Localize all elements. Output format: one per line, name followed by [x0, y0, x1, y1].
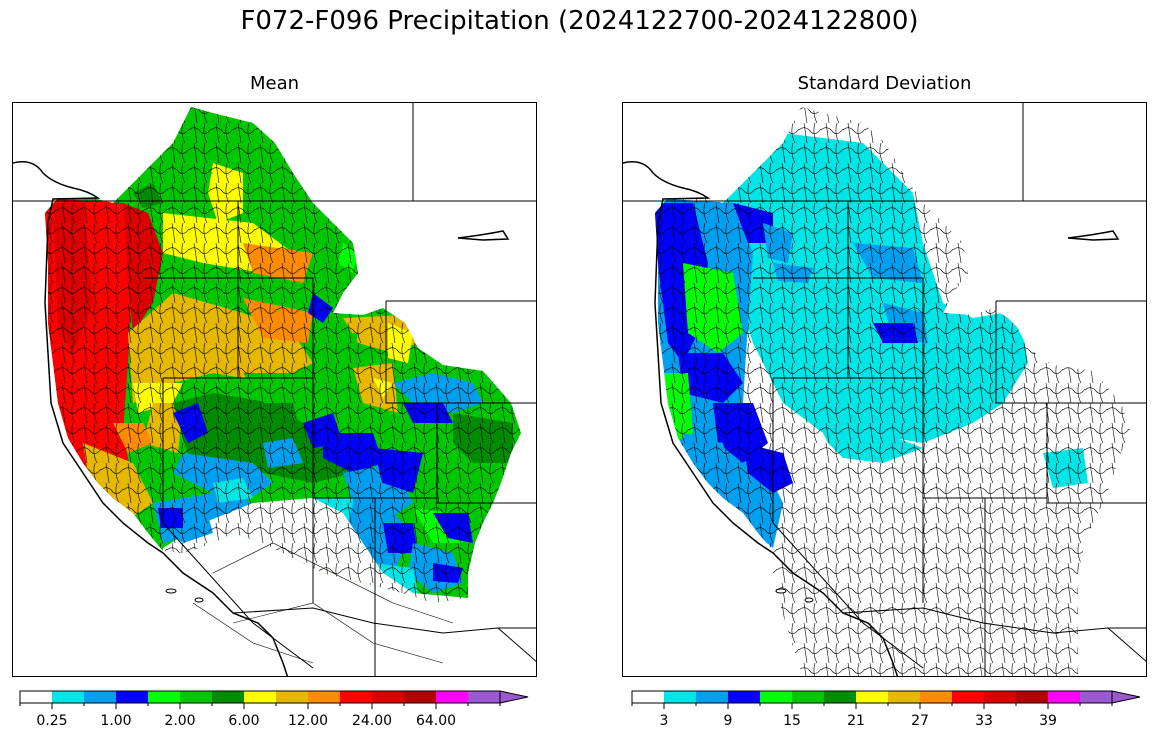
stddev-cbar-tick-label: 3: [660, 713, 669, 729]
mean-cbar-tick-label: 1.00: [100, 713, 131, 729]
map-stddev: [622, 102, 1147, 677]
stddev-cbar-tick-label: 39: [1039, 713, 1057, 729]
stddev-cbar-swatch: [1016, 691, 1049, 703]
stddev-field: [655, 107, 1131, 676]
mean-cbar-swatch: [468, 691, 501, 703]
sw-basin-lines: [192, 542, 454, 664]
stddev-cbar-tick-label: 21: [847, 713, 865, 729]
mean-cbar-tick-label: 2.00: [164, 713, 195, 729]
mean-cbar-swatch: [340, 691, 373, 703]
stddev-cbar-swatch: [920, 691, 953, 703]
mean-cbar-swatch: [244, 691, 277, 703]
stddev-cbar-swatch: [664, 691, 697, 703]
mean-precip-field: [45, 107, 521, 603]
panel-title-stddev: Standard Deviation: [797, 73, 972, 94]
colorbar-stddev: 3 9 15 21 27 33 39: [630, 689, 1142, 729]
stddev-cbar-swatch: [952, 691, 985, 703]
mean-cbar-extend-arrow: [499, 690, 529, 704]
mean-cbar-swatch: [212, 691, 245, 703]
colorbar-stddev-svg: 3 9 15 21 27 33 39: [631, 690, 1141, 729]
stddev-cbar-swatch: [792, 691, 825, 703]
mean-cbar-outline: [19, 690, 500, 704]
mean-cbar-swatch: [180, 691, 213, 703]
map-mean-svg: [13, 103, 536, 676]
stddev-cbar-swatch: [632, 691, 665, 703]
mean-cbar-swatch: [276, 691, 309, 703]
mean-cbar-tick-label: 12.00: [288, 713, 328, 729]
stddev-cbar-extend-arrow: [1111, 690, 1141, 704]
mean-cbar-swatch: [372, 691, 405, 703]
mean-cbar-swatch: [148, 691, 181, 703]
map-mean: [12, 102, 537, 677]
panel-title-mean: Mean: [249, 73, 300, 94]
stddev-cbar-swatch: [1048, 691, 1081, 703]
mean-cbar-tick-label: 24.00: [352, 713, 392, 729]
colorbar-mean: 0.25 1.00 2.00 6.00 12.00 24.00 64.00: [18, 689, 530, 729]
stddev-cbar-swatch: [824, 691, 857, 703]
stddev-islands: [775, 588, 814, 603]
stddev-cbar-tick-label: 15: [783, 713, 801, 729]
mean-cbar-swatch: [404, 691, 437, 703]
mean-cbar-swatch: [84, 691, 117, 703]
stddev-coastline: [623, 161, 1120, 676]
stddev-cbar-swatch: [984, 691, 1017, 703]
figure-title: F072-F096 Precipitation (2024122700-2024…: [240, 6, 919, 36]
stddev-cbar-swatch: [1080, 691, 1113, 703]
mean-islands: [165, 588, 204, 603]
mean-cbar-swatch: [20, 691, 53, 703]
stddev-cbar-swatch: [696, 691, 729, 703]
stddev-cbar-swatch: [856, 691, 889, 703]
mean-boundaries: [13, 103, 536, 676]
stddev-cbar-swatch: [888, 691, 921, 703]
mean-coastline: [13, 161, 510, 676]
stddev-cbar-tick-label: 33: [975, 713, 993, 729]
mean-cbar-swatch: [436, 691, 469, 703]
mean-cbar-tick-label: 0.25: [36, 713, 67, 729]
mean-cbar-tick-label: 6.00: [228, 713, 259, 729]
mean-cbar-tick-label: 64.00: [416, 713, 456, 729]
colorbar-mean-svg: 0.25 1.00 2.00 6.00 12.00 24.00 64.00: [19, 690, 529, 729]
stddev-cbar-outline: [631, 690, 1112, 704]
stddev-cbar-swatch: [728, 691, 761, 703]
stddev-boundaries: [623, 103, 1146, 676]
mean-cbar-swatch: [52, 691, 85, 703]
stddev-cbar-tick-label: 9: [724, 713, 733, 729]
mean-cbar-swatch: [308, 691, 341, 703]
stddev-cbar-swatch: [760, 691, 793, 703]
stddev-cbar-tick-label: 27: [911, 713, 929, 729]
map-stddev-svg: [623, 103, 1146, 676]
mean-cbar-swatch: [116, 691, 149, 703]
